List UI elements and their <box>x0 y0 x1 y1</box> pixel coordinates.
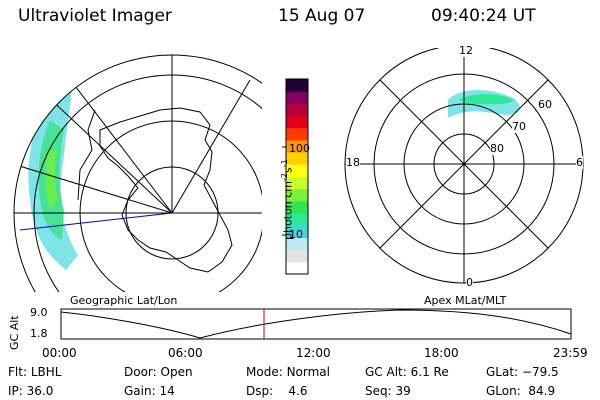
apex-label: Apex MLat/MLT <box>424 294 507 307</box>
altitude-ytick-top: 9.0 <box>30 306 48 319</box>
colorbar-segment <box>286 225 308 238</box>
mlt-label-12: 12 <box>459 44 473 57</box>
polar-mlt-plot <box>344 48 584 284</box>
colorbar-segment <box>286 213 308 226</box>
dsp-field: Dsp: 4.6 <box>246 384 308 398</box>
instrument-title: Ultraviolet Imager <box>18 6 172 26</box>
mlt-label-6: 6 <box>576 156 583 169</box>
colorbar-segment <box>286 103 308 117</box>
xtick-1800: 18:00 <box>424 346 459 360</box>
glon-field: GLon: 84.9 <box>486 384 556 398</box>
colorbar-segment <box>286 91 308 104</box>
altitude-curve <box>60 309 572 339</box>
door-field: Door: Open <box>124 365 193 379</box>
xtick-2359: 23:59 <box>553 346 588 360</box>
altitude-ytick-bottom: 1.8 <box>30 327 48 340</box>
colorbar-tick-10: 10 <box>289 228 303 241</box>
altitude-plot <box>60 308 572 340</box>
colorbar-segment <box>286 261 308 275</box>
colorbar-segment <box>286 200 308 214</box>
mlt-label-18: 18 <box>346 156 360 169</box>
seq-field: Seq: 39 <box>365 384 411 398</box>
colorbar-segment <box>286 176 308 190</box>
geographic-label: Geographic Lat/Lon <box>70 294 178 307</box>
xtick-0600: 06:00 <box>168 346 203 360</box>
geographic-map <box>13 54 262 292</box>
gain-field: Gain: 14 <box>124 384 175 398</box>
colorbar-segment <box>286 115 308 129</box>
gcalt-field: GC Alt: 6.1 Re <box>365 365 449 379</box>
xtick-0000: 00:00 <box>42 346 77 360</box>
colorbar-segment <box>286 152 308 165</box>
ip-field: IP: 36.0 <box>8 384 54 398</box>
mlat-label-60: 60 <box>538 98 552 111</box>
colorbar-unit-label: photon cm-2s-1 <box>280 159 295 240</box>
colorbar-segment <box>286 127 308 141</box>
xtick-1200: 12:00 <box>296 346 331 360</box>
altitude-ylabel: GC Alt <box>8 315 21 350</box>
colorbar-segment <box>286 79 308 92</box>
mlat-label-70: 70 <box>512 120 526 133</box>
flt-field: Flt: LBHL <box>8 365 62 379</box>
colorbar-tick-100: 100 <box>289 142 310 155</box>
colorbar-segment <box>286 164 308 177</box>
colorbar-segment <box>286 237 308 251</box>
glat-field: GLat: −79.5 <box>486 365 559 379</box>
observation-date: 15 Aug 07 <box>278 6 366 26</box>
colorbar-segment <box>286 188 308 202</box>
observation-time: 09:40:24 UT <box>431 6 536 26</box>
mlt-label-0: 0 <box>466 276 473 289</box>
colorbar <box>282 78 309 275</box>
mode-field: Mode: Normal <box>246 365 330 379</box>
colorbar-segment <box>286 139 308 153</box>
colorbar-segment <box>286 249 308 263</box>
mlat-label-80: 80 <box>490 142 504 155</box>
